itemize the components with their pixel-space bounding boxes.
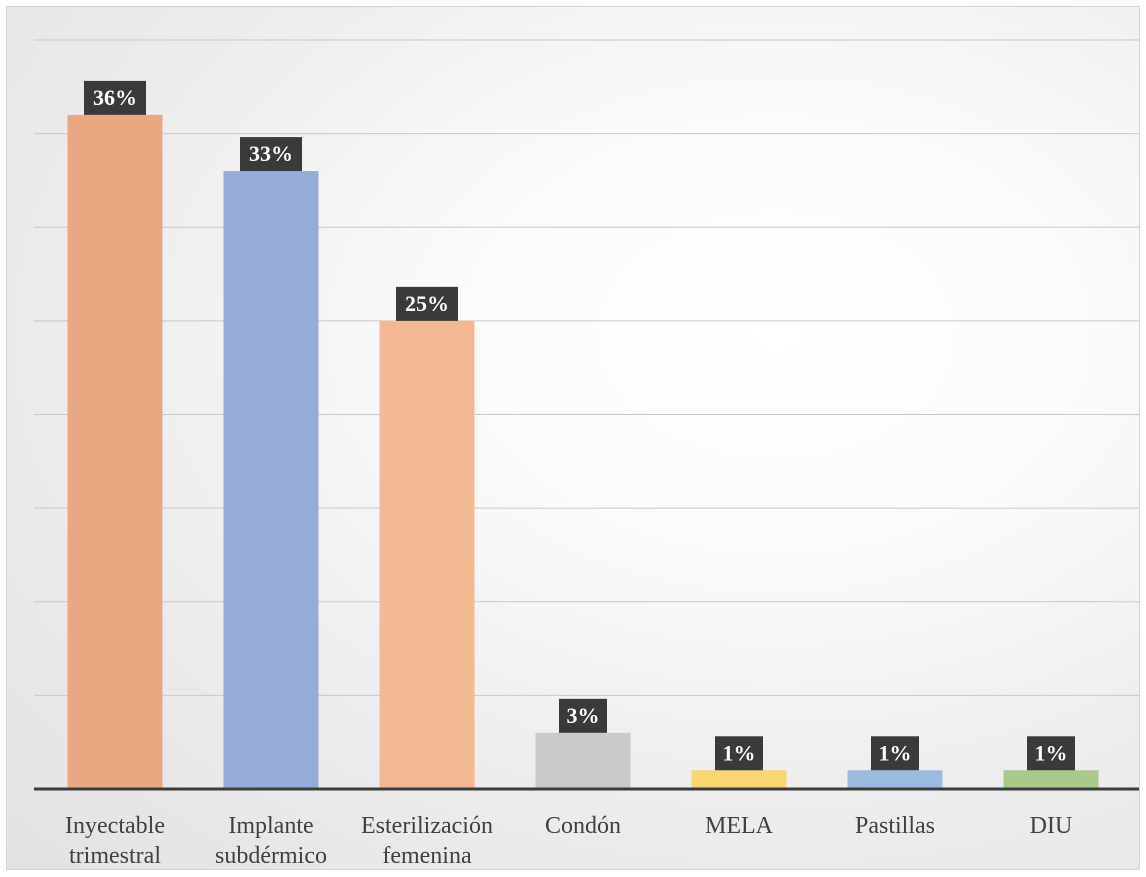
category-label: Pastillas [855,813,935,839]
bar [1003,770,1099,789]
bar [379,320,475,789]
data-label: 1% [1035,740,1068,765]
category-label: DIU [1030,813,1073,839]
data-label: 1% [723,740,756,765]
category-label-line: Implante [228,813,313,839]
category-labels: Inyectable trimestral Implante subdérmico Es… [65,813,1072,869]
data-label-box [1027,736,1075,771]
category-label-line: Esterilización [361,813,493,839]
data-label-box [84,80,146,115]
data-label-box [715,736,763,771]
category-label-line: femenina [382,843,472,869]
data-label: 25% [405,291,449,316]
bar [847,770,943,789]
bar [223,171,319,789]
data-label-box [559,698,607,733]
bar [67,114,163,789]
data-label: 1% [879,740,912,765]
category-label-line: trimestral [69,843,161,869]
category-label-line: Pastillas [855,813,935,839]
category-label: Condón [545,813,621,839]
category-label: MELA [705,813,774,839]
category-label: Inyectable trimestral [65,813,165,869]
category-label-line: subdérmico [215,843,327,869]
category-label-line: MELA [705,813,774,839]
bar [691,770,787,789]
category-label-line: Condón [545,813,621,839]
chart-frame: 36% 33% 25% 3% 1% 1% 1% Inyectable trimestral Im… [6,6,1140,870]
category-label-line: DIU [1030,813,1073,839]
data-label: 3% [567,703,600,728]
data-labels: 36% 33% 25% 3% 1% 1% 1% [84,80,1075,771]
bars [67,114,1099,789]
data-label-box [240,137,302,172]
category-label: Implante subdérmico [215,813,327,869]
gridlines [34,39,1139,696]
bar [535,732,631,789]
category-label-line: Inyectable [65,813,165,839]
bar-chart: 36% 33% 25% 3% 1% 1% 1% Inyectable trimestral Im… [34,39,1139,869]
data-label-box [871,736,919,771]
data-label: 33% [249,141,293,166]
data-label: 36% [93,85,137,110]
category-label: Esterilización femenina [361,813,493,869]
data-label-box [396,286,458,321]
